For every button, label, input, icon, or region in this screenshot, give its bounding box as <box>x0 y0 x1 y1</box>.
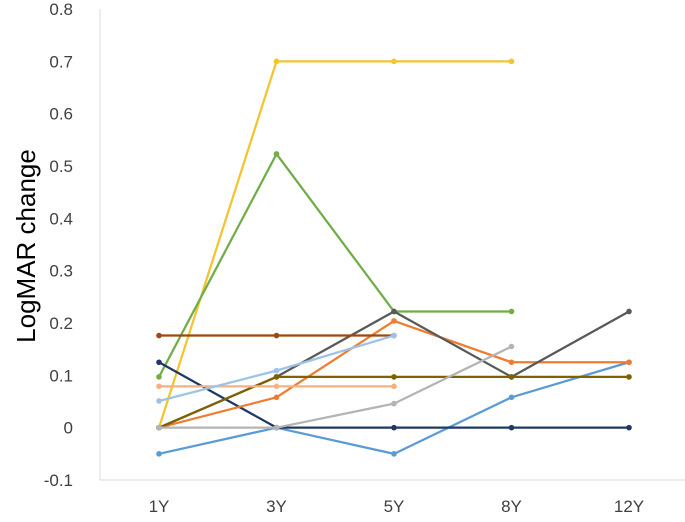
x-tick-label: 1Y <box>149 497 170 516</box>
data-point <box>508 359 515 366</box>
y-tick-label: 0.7 <box>49 52 73 71</box>
data-point <box>273 374 280 380</box>
x-axis-ticks: 1Y 3Y 5Y 8Y 12Y <box>149 497 645 516</box>
series-line <box>157 60 512 429</box>
data-point <box>156 359 162 366</box>
series-9 <box>156 383 397 390</box>
data-point <box>273 424 280 431</box>
y-axis-title: LogMAR change <box>11 149 41 343</box>
y-tick-label: -0.1 <box>44 471 73 490</box>
series-11 <box>156 343 515 431</box>
data-point <box>391 424 397 431</box>
data-point <box>391 332 397 339</box>
data-point <box>156 332 162 339</box>
series-line <box>158 152 512 378</box>
data-point <box>273 151 280 157</box>
data-point <box>273 383 280 390</box>
data-point <box>156 451 162 457</box>
x-tick-label: 8Y <box>501 497 522 516</box>
y-tick-label: 0.8 <box>49 0 73 19</box>
data-point <box>391 308 397 315</box>
series-8 <box>156 332 397 339</box>
y-tick-label: 0.6 <box>49 105 73 124</box>
series-7 <box>156 374 632 431</box>
data-point <box>508 58 515 65</box>
series-1 <box>156 58 515 431</box>
series-layer <box>156 58 632 457</box>
y-tick-label: 0.1 <box>49 366 73 385</box>
series-line <box>159 345 512 429</box>
y-tick-label: 0 <box>64 419 73 438</box>
x-tick-label: 12Y <box>614 497 644 516</box>
data-point <box>508 343 515 350</box>
data-point <box>391 400 397 407</box>
data-point <box>508 424 515 431</box>
y-axis-ticks: -0.1 0 0.1 0.2 0.3 0.4 0.5 0.6 0.7 0.8 <box>44 0 73 490</box>
data-point <box>626 424 632 431</box>
y-tick-label: 0.5 <box>49 157 73 176</box>
series-line <box>158 361 629 429</box>
series-4 <box>156 359 632 431</box>
y-tick-label: 0.4 <box>49 209 73 228</box>
data-point <box>156 374 162 380</box>
y-tick-label: 0.2 <box>49 314 73 333</box>
data-point <box>273 394 280 401</box>
data-point <box>626 308 632 315</box>
x-tick-label: 3Y <box>266 497 287 516</box>
data-point <box>626 359 632 366</box>
data-point <box>626 374 632 380</box>
data-point <box>156 398 162 404</box>
data-point <box>156 424 162 431</box>
x-tick-label: 5Y <box>384 497 405 516</box>
data-point <box>273 367 280 374</box>
data-point <box>508 394 515 401</box>
data-point <box>391 58 397 65</box>
data-point <box>391 374 397 380</box>
data-point <box>508 374 515 380</box>
data-point <box>391 451 397 457</box>
data-point <box>273 332 280 339</box>
data-point <box>156 383 162 390</box>
data-point <box>273 58 280 65</box>
series-10 <box>156 332 397 404</box>
data-point <box>391 383 397 390</box>
data-point <box>508 308 515 315</box>
series-3 <box>156 359 632 457</box>
series-6 <box>156 308 632 431</box>
data-point <box>391 318 397 324</box>
y-tick-label: 0.3 <box>49 262 73 281</box>
